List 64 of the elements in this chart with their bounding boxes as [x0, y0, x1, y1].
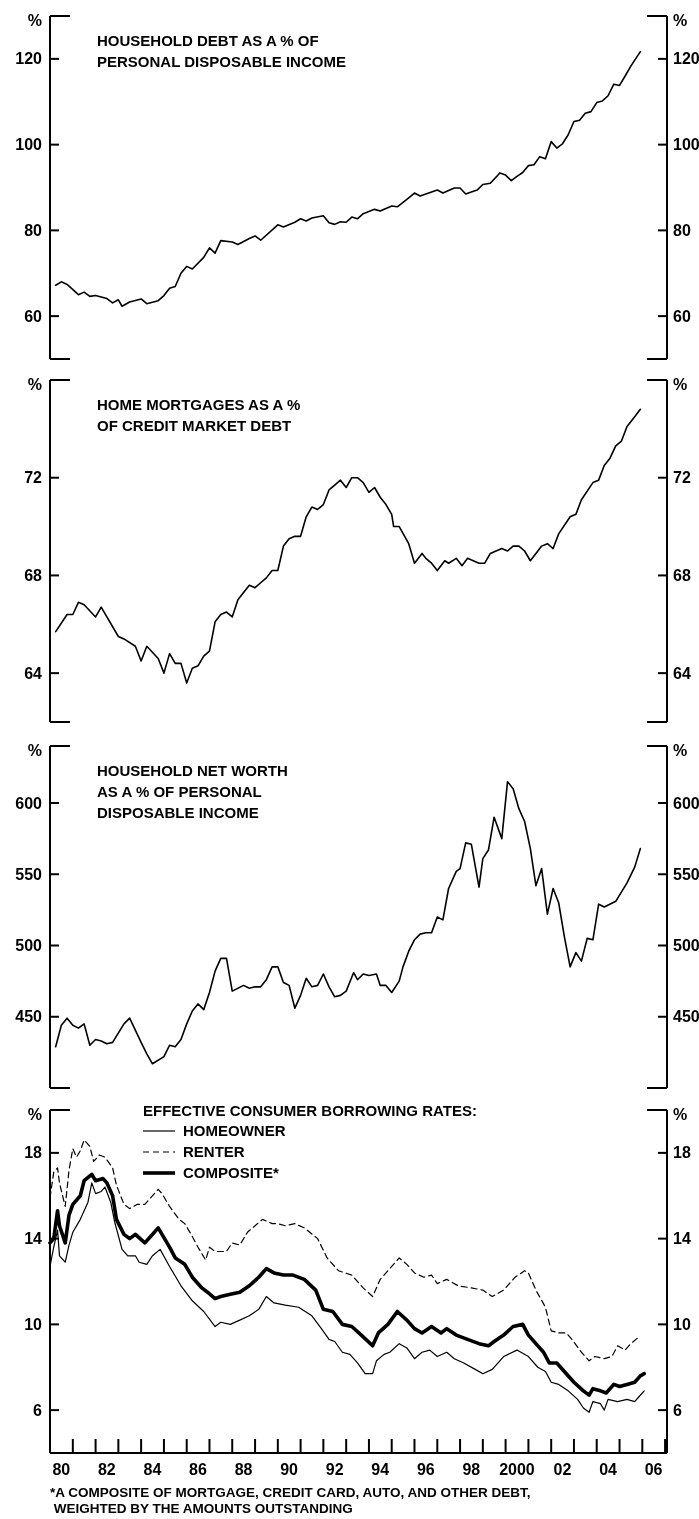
- text: HOME MORTGAGES AS A % OF CREDIT MARKET DEBT: [97, 396, 301, 434]
- y-tick-label: 68: [24, 567, 43, 585]
- x-tick-label: 94: [371, 1461, 390, 1478]
- y2-tick-label: 80: [673, 221, 691, 239]
- text: WEIGHTED BY THE AMOUNTS OUTSTANDING: [50, 1501, 353, 1516]
- y2-axis-title: %: [673, 375, 688, 393]
- y-axis-title: %: [27, 11, 42, 29]
- text: *A COMPOSITE OF MORTGAGE, CREDIT CARD, AUTO, AND OTHER DEBT,: [50, 1485, 531, 1500]
- y-axis-title: %: [27, 375, 42, 393]
- y2-tick-label: 60: [673, 307, 691, 325]
- y-tick-label: 600: [15, 794, 43, 812]
- line-series: [54, 408, 642, 684]
- y2-tick-label: 14: [673, 1230, 691, 1248]
- y2-tick-label: 72: [673, 469, 691, 487]
- text: HOUSEHOLD NET WORTH AS A % OF PERSONAL DISPOSABLE INCOME: [97, 762, 288, 821]
- y2-axis-title: %: [673, 741, 688, 759]
- line-series: [54, 50, 642, 308]
- line-series: [54, 780, 642, 1065]
- y-tick-label: 550: [15, 865, 43, 883]
- chart-title: EFFECTIVE CONSUMER BORROWING RATES:: [143, 1102, 477, 1119]
- y-axis-title: %: [27, 741, 42, 759]
- x-tick-label: 92: [325, 1461, 344, 1478]
- y2-tick-label: 600: [673, 794, 699, 812]
- y-tick-label: 18: [24, 1144, 43, 1162]
- x-tick-label: 82: [97, 1461, 116, 1478]
- legend-label: HOMEOWNER: [183, 1122, 286, 1140]
- x-tick-label: 84: [143, 1461, 162, 1478]
- y-tick-label: 72: [24, 469, 43, 487]
- y2-tick-label: 100: [673, 136, 699, 154]
- x-tick-label: 06: [644, 1461, 663, 1478]
- y-tick-label: 120: [15, 50, 43, 68]
- y2-tick-label: 6: [673, 1401, 682, 1419]
- y2-axis-title: %: [673, 1105, 688, 1123]
- y-tick-label: 10: [24, 1315, 43, 1333]
- x-tick-label: 96: [416, 1461, 435, 1478]
- legend-label: RENTER: [183, 1143, 245, 1161]
- x-tick-label: 88: [234, 1461, 253, 1478]
- x-tick-label: 98: [462, 1461, 481, 1478]
- y2-tick-label: 500: [673, 937, 699, 955]
- y2-tick-label: 550: [673, 865, 699, 883]
- y-tick-label: 100: [15, 136, 43, 154]
- y-tick-label: 500: [15, 937, 43, 955]
- text: HOUSEHOLD DEBT AS A % OF PERSONAL DISPOSABLE INCOME: [97, 32, 346, 70]
- x-tick-label: 02: [553, 1461, 572, 1478]
- y2-axis-title: %: [673, 11, 688, 29]
- y-tick-label: 64: [24, 664, 43, 682]
- y2-tick-label: 120: [673, 50, 699, 68]
- x-tick-label: 80: [52, 1461, 71, 1478]
- y-tick-label: 14: [24, 1230, 43, 1248]
- y-tick-label: 6: [33, 1401, 43, 1419]
- y-axis-title: %: [27, 1105, 42, 1123]
- x-tick-label: 2000: [499, 1461, 535, 1478]
- x-tick-label: 86: [189, 1461, 207, 1478]
- y-tick-label: 80: [24, 221, 43, 239]
- y2-tick-label: 68: [673, 567, 691, 585]
- x-tick-label: 04: [599, 1461, 618, 1478]
- y2-tick-label: 64: [673, 664, 691, 682]
- legend-label: COMPOSITE*: [183, 1164, 280, 1182]
- y-tick-label: 450: [15, 1008, 43, 1026]
- y2-tick-label: 450: [673, 1008, 699, 1026]
- y2-tick-label: 18: [673, 1144, 691, 1162]
- x-tick-label: 90: [280, 1461, 299, 1478]
- y2-tick-label: 10: [673, 1315, 691, 1333]
- y-tick-label: 60: [24, 307, 43, 325]
